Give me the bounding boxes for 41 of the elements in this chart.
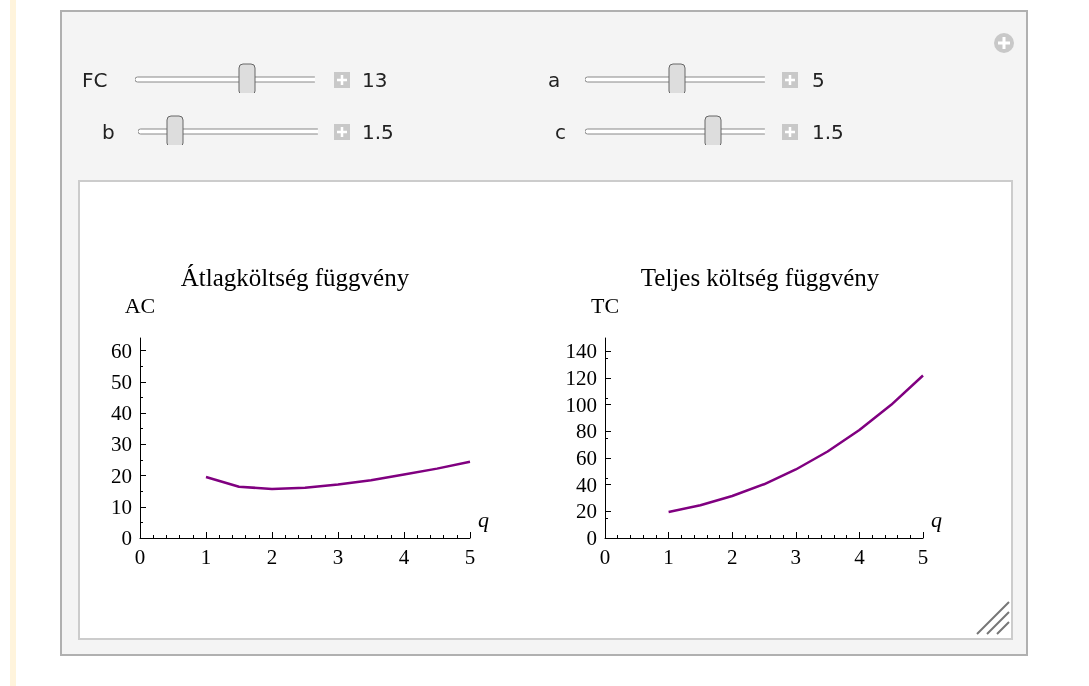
text: 5 <box>812 68 825 92</box>
y-tick-label: 60 <box>111 338 132 363</box>
y-tick-label: 10 <box>111 494 132 519</box>
y-axis-title: AC <box>124 292 156 318</box>
y-tick-label: 20 <box>576 499 597 524</box>
y-tick-label: 0 <box>121 526 132 550</box>
x-axis-title: q <box>931 506 942 532</box>
x-tick-label: 1 <box>200 544 212 569</box>
text: c <box>555 120 566 144</box>
x-tick-label: 3 <box>790 544 802 569</box>
y-axis-title: TC <box>590 292 620 318</box>
x-tick-label: 1 <box>663 544 674 569</box>
x-tick-label: 4 <box>854 544 866 569</box>
x-tick-label: 4 <box>398 544 410 569</box>
x-tick-label: 3 <box>332 544 344 569</box>
line-series <box>667 374 925 514</box>
text: 13 <box>362 68 388 92</box>
y-tick-label: 100 <box>565 392 597 417</box>
y-tick-label: 50 <box>111 369 132 394</box>
y-tick-label: 140 <box>565 339 597 364</box>
line-series <box>204 460 472 491</box>
chart-title: Teljes költség függvény <box>640 264 880 291</box>
x-tick-label: 2 <box>266 544 278 569</box>
y-tick-label: 120 <box>565 366 597 390</box>
y-tick-label: 60 <box>576 446 597 470</box>
text: 1.5 <box>812 120 844 144</box>
x-tick-label: 5 <box>464 544 476 569</box>
x-axis-title: q <box>478 506 489 532</box>
x-tick-label: 2 <box>726 544 738 569</box>
y-tick-label: 80 <box>576 419 597 444</box>
y-tick-label: 40 <box>576 472 597 497</box>
y-tick-label: 40 <box>111 401 132 425</box>
text: FC <box>82 68 108 92</box>
y-tick-label: 30 <box>111 432 132 457</box>
x-tick-label: 5 <box>917 544 929 569</box>
text: b <box>102 120 115 144</box>
y-tick-label: 20 <box>111 463 132 488</box>
chart-title: Átlagköltség függvény <box>180 264 410 291</box>
y-tick-label: 0 <box>586 526 597 550</box>
text: 1.5 <box>362 120 394 144</box>
text: a <box>548 68 561 92</box>
